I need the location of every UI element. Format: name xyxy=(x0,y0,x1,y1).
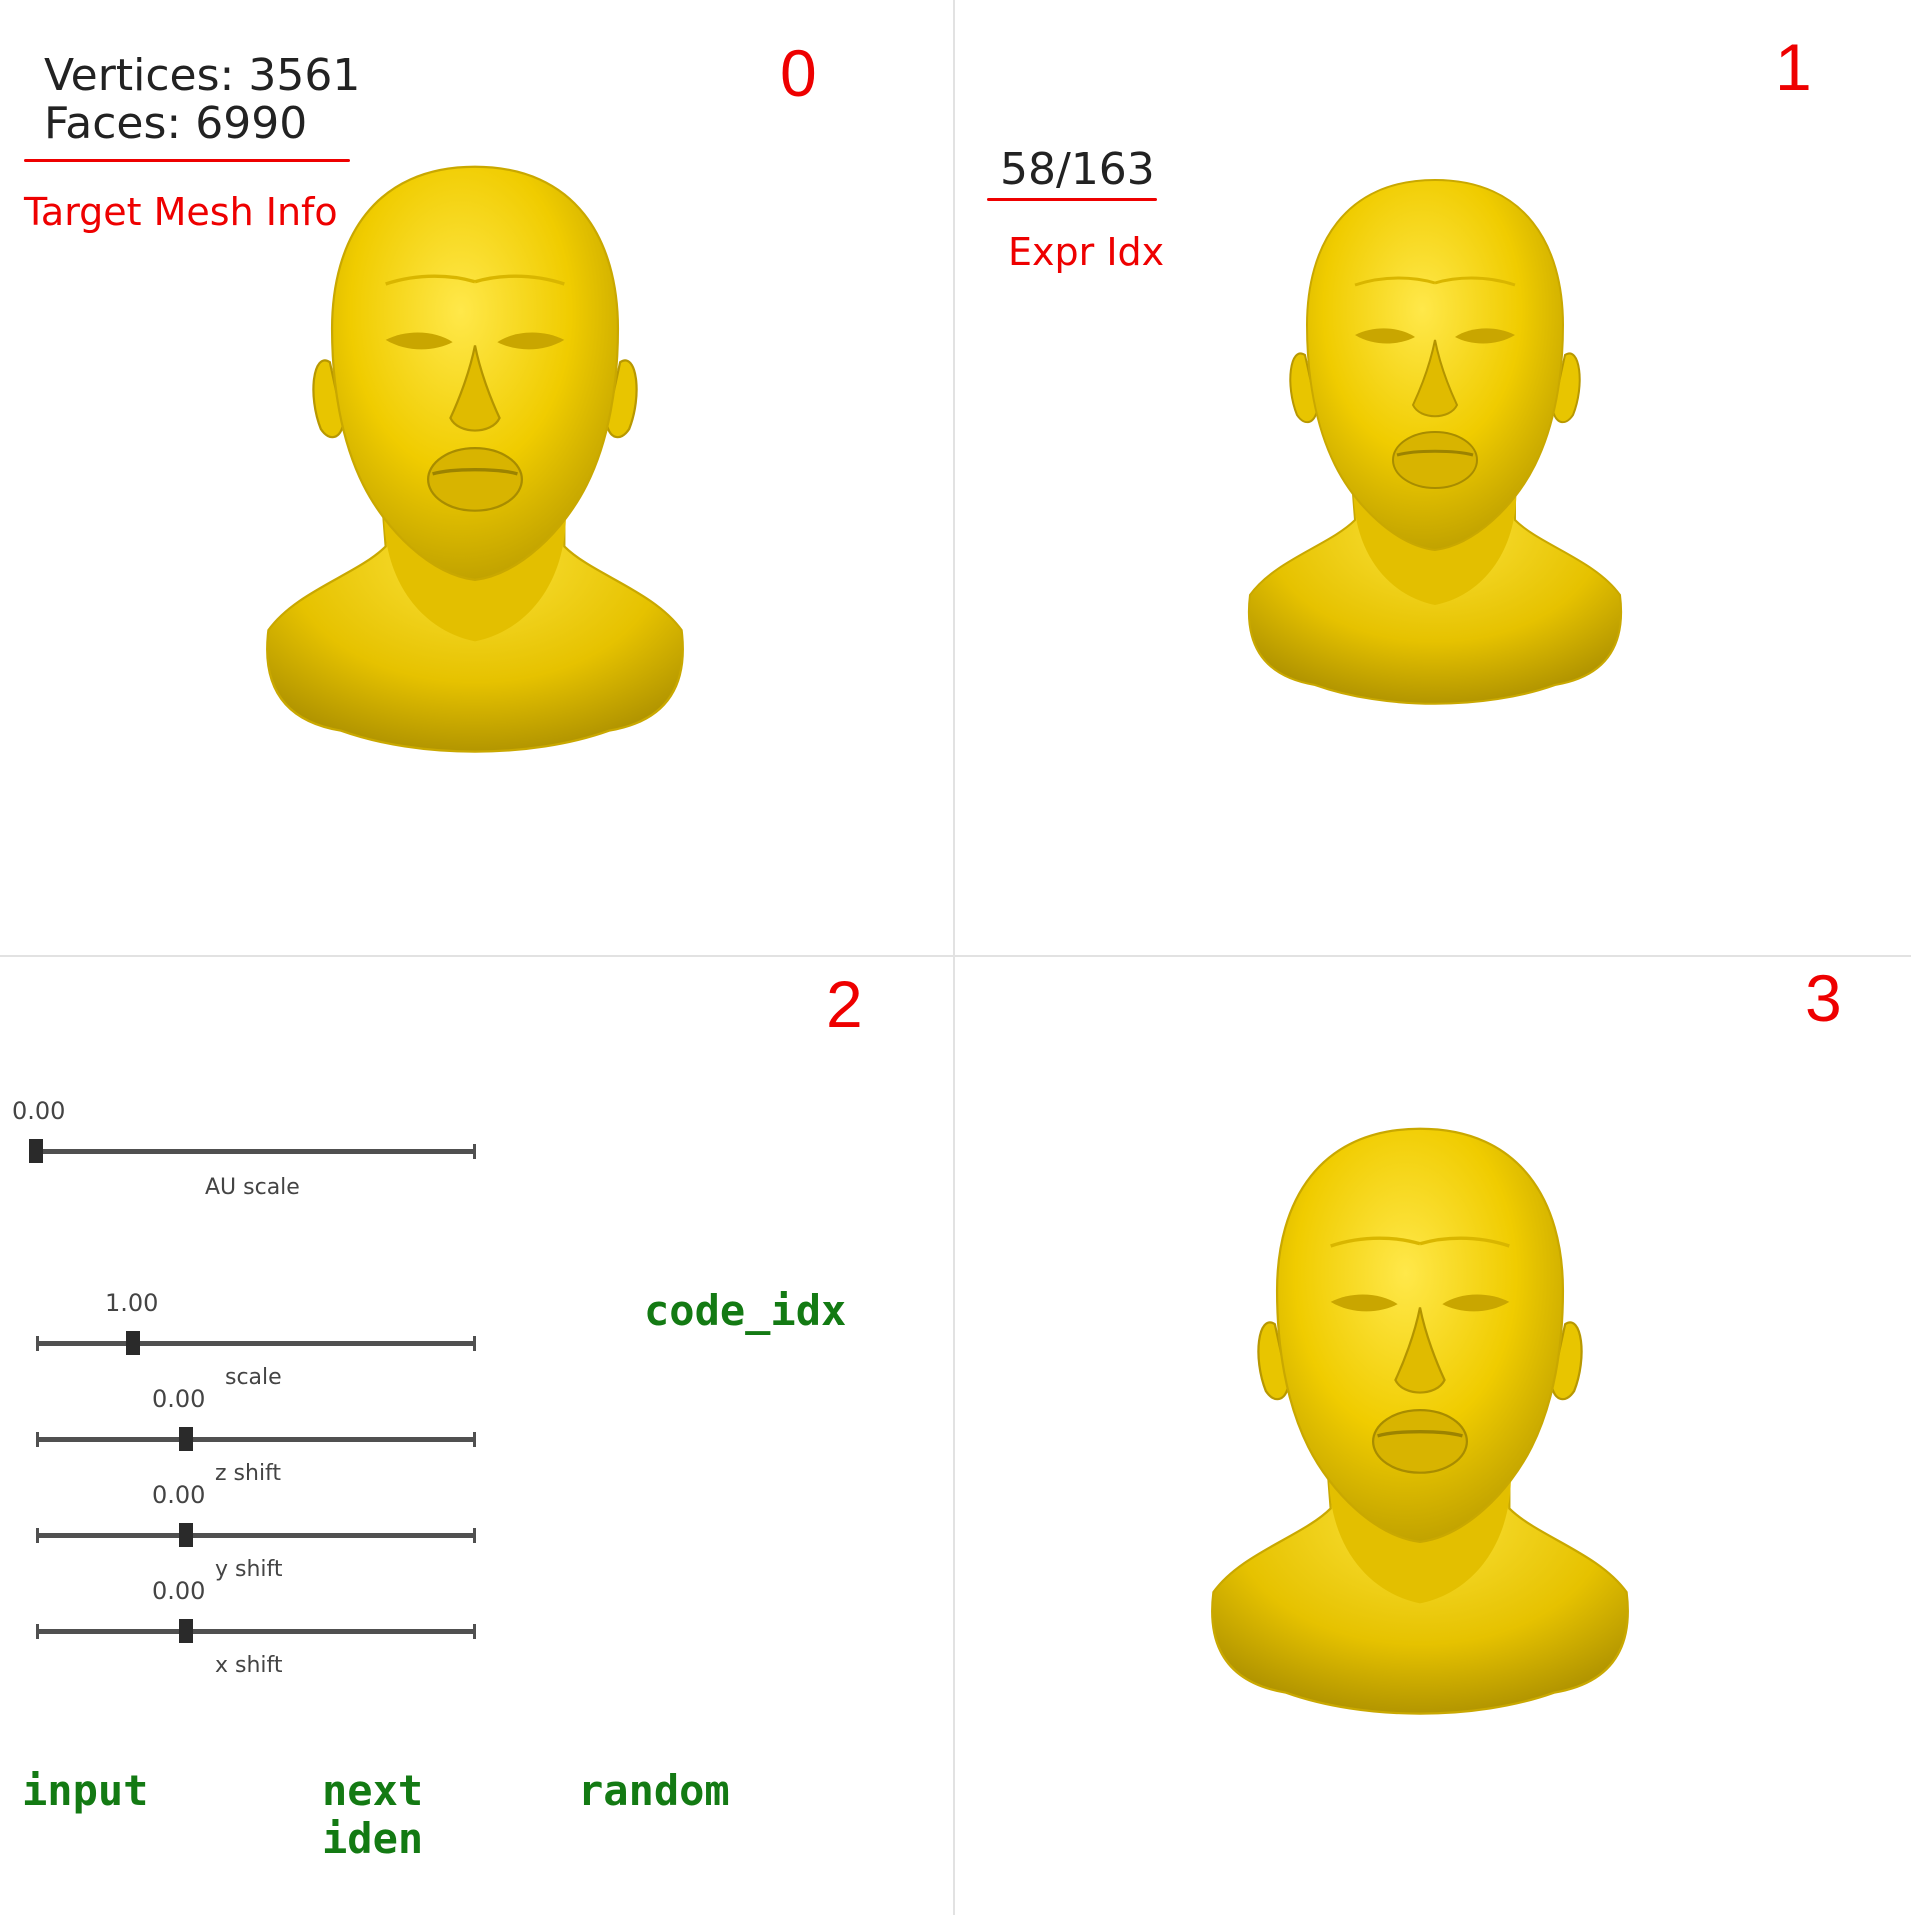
annotation-target-mesh-info: Target Mesh Info xyxy=(24,190,338,234)
scale-label: scale xyxy=(225,1365,282,1390)
y-shift-slider-handle[interactable] xyxy=(178,1523,193,1547)
x-shift-label: x shift xyxy=(215,1653,283,1678)
au-scale-value: 0.00 xyxy=(12,1097,66,1125)
code-idx-button[interactable]: code_idx xyxy=(644,1286,847,1335)
scale-value: 1.00 xyxy=(105,1289,159,1317)
control-panel: 2 0.00 AU scale 1.00 scale 0.00 z shift … xyxy=(0,957,955,1915)
faces-count: Faces: 6990 xyxy=(44,98,308,149)
y-shift-value: 0.00 xyxy=(152,1481,206,1509)
viewport-1[interactable]: 58/163 Expr Idx 1 xyxy=(955,0,1911,957)
panel-index-0: 0 xyxy=(780,36,817,110)
scale-slider-handle[interactable] xyxy=(125,1331,140,1355)
z-shift-value: 0.00 xyxy=(152,1385,206,1413)
z-shift-slider[interactable] xyxy=(36,1427,476,1451)
vertices-count: Vertices: 3561 xyxy=(44,50,361,101)
input-button[interactable]: input xyxy=(22,1766,149,1815)
viewport-0[interactable]: Vertices: 3561 Faces: 6990 Target Mesh I… xyxy=(0,0,955,957)
annotation-underline xyxy=(24,159,350,162)
random-button[interactable]: random xyxy=(578,1766,730,1815)
au-scale-slider-handle[interactable] xyxy=(29,1139,43,1163)
annotation-underline xyxy=(987,198,1157,201)
face-mesh-render xyxy=(1230,165,1640,765)
face-mesh-render xyxy=(1185,1112,1655,1782)
next-iden-button[interactable]: next iden xyxy=(322,1767,423,1863)
scale-slider[interactable] xyxy=(36,1331,476,1355)
face-mesh-render xyxy=(240,150,710,820)
z-shift-label: z shift xyxy=(215,1461,282,1486)
expression-index: 58/163 xyxy=(1000,144,1155,195)
panel-index-2: 2 xyxy=(826,967,863,1041)
au-scale-label: AU scale xyxy=(205,1175,300,1200)
panel-index-3: 3 xyxy=(1805,961,1842,1035)
next-iden-button-line1: next xyxy=(322,1766,424,1815)
y-shift-label: y shift xyxy=(215,1557,283,1582)
annotation-expr-idx: Expr Idx xyxy=(1008,230,1165,274)
panel-index-1: 1 xyxy=(1775,30,1812,104)
viewport-3[interactable]: 3 xyxy=(955,957,1911,1915)
au-scale-slider[interactable] xyxy=(29,1139,476,1163)
y-shift-slider[interactable] xyxy=(36,1523,476,1547)
z-shift-slider-handle[interactable] xyxy=(178,1427,193,1451)
x-shift-value: 0.00 xyxy=(152,1577,206,1605)
next-iden-button-line2: iden xyxy=(322,1814,424,1863)
x-shift-slider-handle[interactable] xyxy=(178,1619,193,1643)
x-shift-slider[interactable] xyxy=(36,1619,476,1643)
